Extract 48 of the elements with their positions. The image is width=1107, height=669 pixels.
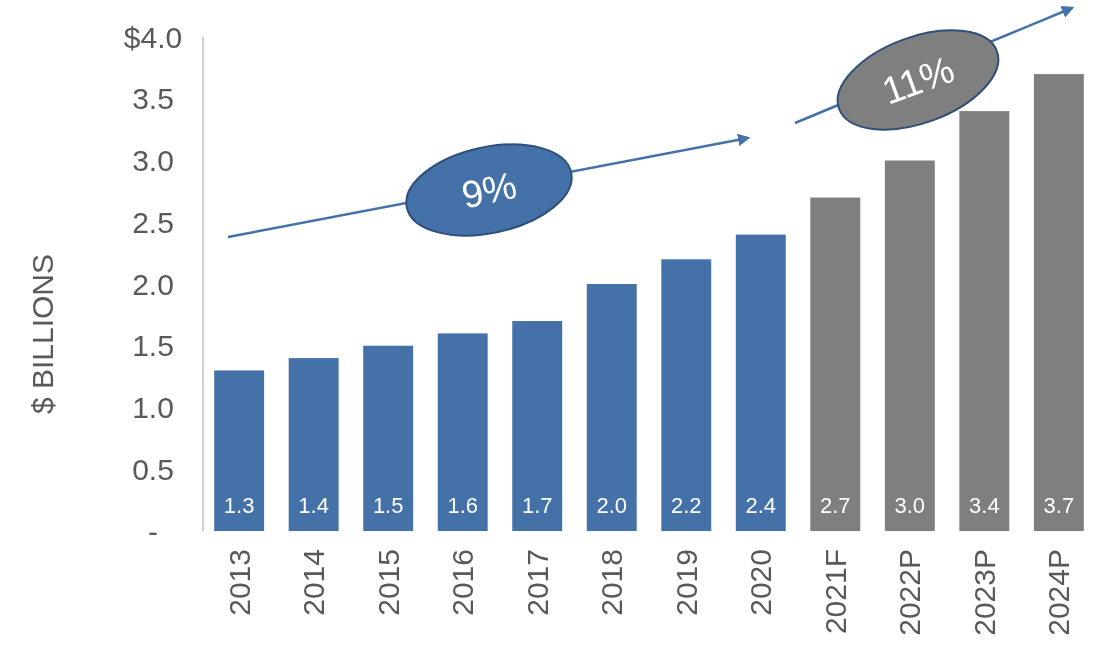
x-tick-label: 2019 xyxy=(669,549,703,616)
x-tick-label: 2014 xyxy=(297,549,331,616)
x-tick-label: 2013 xyxy=(222,549,256,616)
bar xyxy=(288,358,339,531)
y-tick-label: 1.0 xyxy=(132,391,174,424)
data-label: 1.6 xyxy=(447,493,478,518)
x-tick-label: 2022P xyxy=(893,549,927,636)
bar xyxy=(586,284,637,531)
annotation: 9% xyxy=(457,164,521,217)
data-label: 2.0 xyxy=(596,493,628,518)
x-tick-label: 2024P xyxy=(1042,549,1076,636)
y-tick-label: 1.5 xyxy=(132,329,174,363)
data-label: 3.0 xyxy=(894,493,926,518)
y-axis-title: $ BILLIONS xyxy=(25,253,59,415)
x-tick-label: 2015 xyxy=(371,549,405,616)
x-tick-label: 2020 xyxy=(744,549,778,616)
data-label: 3.4 xyxy=(969,493,1000,518)
bar xyxy=(810,197,861,531)
data-label: 1.4 xyxy=(298,493,329,518)
data-label: 1.7 xyxy=(521,493,553,518)
x-tick-label: 2016 xyxy=(446,549,480,616)
bar xyxy=(437,333,488,531)
y-tick-label: 3.0 xyxy=(132,144,174,177)
bar xyxy=(214,370,265,531)
bar xyxy=(512,321,563,531)
y-tick-label: - xyxy=(148,514,158,548)
bar xyxy=(959,111,1010,531)
data-label: 2.2 xyxy=(670,493,702,518)
data-label: 1.3 xyxy=(223,493,255,518)
y-tick-label: 0.5 xyxy=(132,452,174,486)
bar xyxy=(884,160,935,531)
annotation: 11% xyxy=(876,48,960,113)
bar xyxy=(363,345,414,531)
data-label: 3.7 xyxy=(1043,493,1075,518)
y-tick-label: 3.5 xyxy=(132,82,174,116)
x-tick-label: 2023P xyxy=(967,549,1001,636)
y-tick-label: 2.5 xyxy=(132,205,174,239)
bar xyxy=(1033,74,1084,531)
data-label: 1.5 xyxy=(372,493,404,518)
bar xyxy=(735,234,786,531)
x-tick-label: 2018 xyxy=(595,549,629,616)
x-tick-label: 2021F xyxy=(818,549,852,635)
data-label: 2.4 xyxy=(745,493,777,518)
y-tick-label: 2.0 xyxy=(132,267,174,301)
y-tick-label: $4.0 xyxy=(123,20,183,54)
bar xyxy=(661,259,712,531)
x-tick-label: 2017 xyxy=(520,549,554,616)
data-label: 2.7 xyxy=(820,493,851,518)
